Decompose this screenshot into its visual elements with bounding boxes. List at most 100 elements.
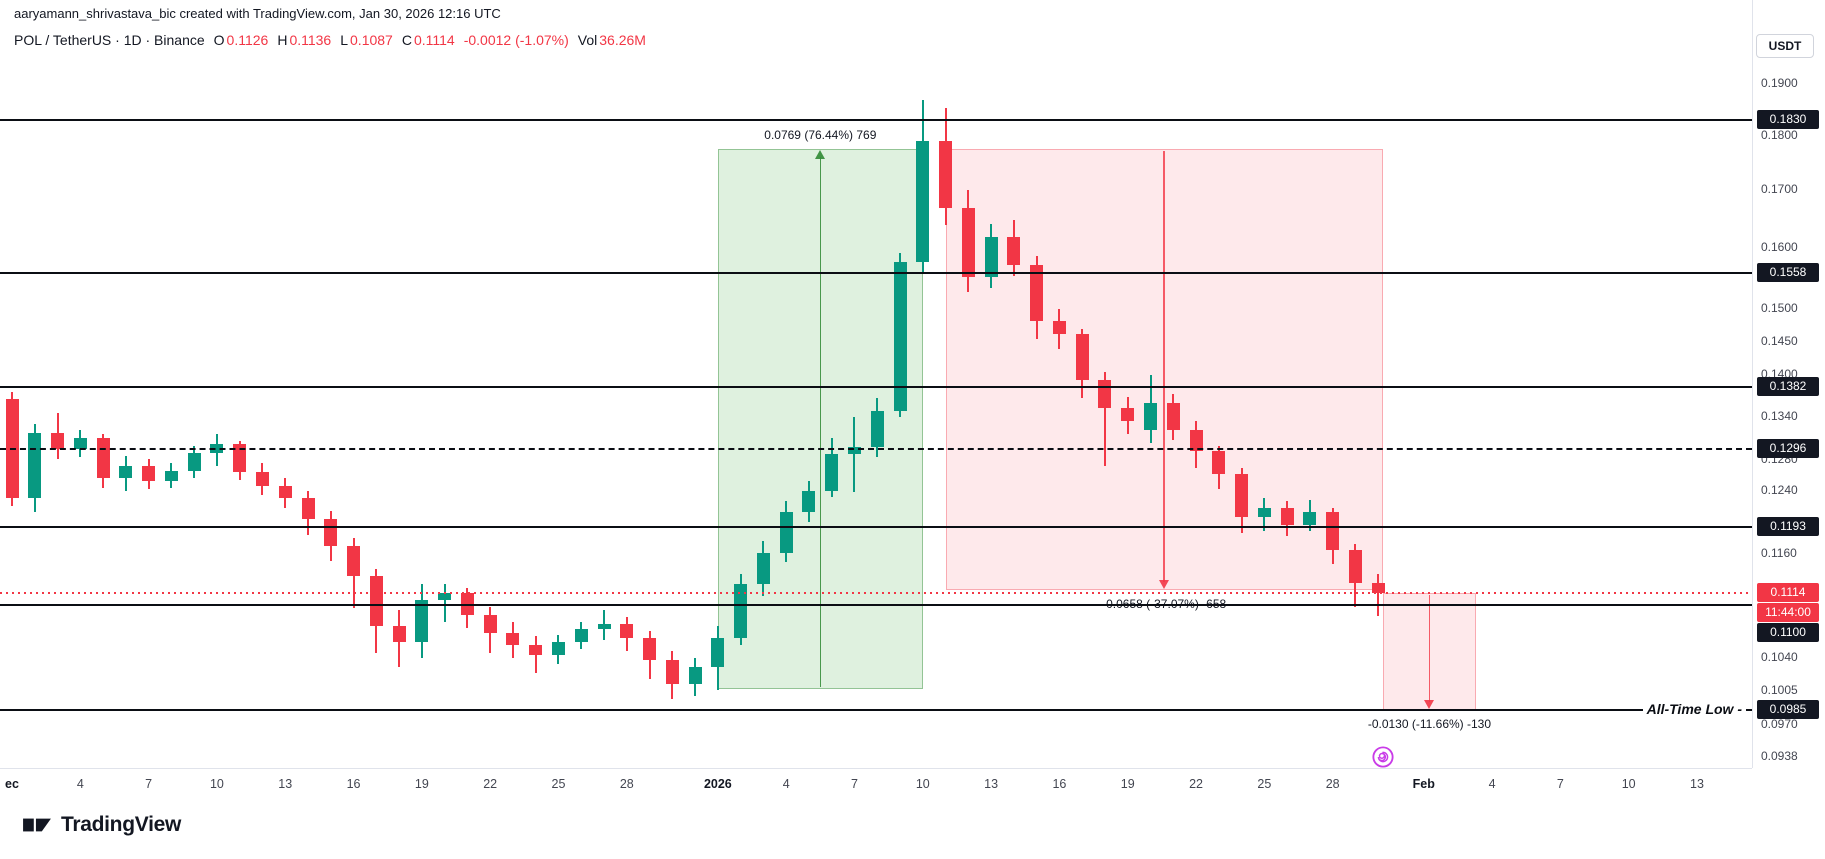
symbol-title[interactable]: POL / TetherUS · 1D · Binance (14, 32, 205, 48)
time-axis-label: 7 (851, 777, 858, 791)
horizontal-line-drawing[interactable] (0, 526, 1752, 529)
candle-body (369, 575, 383, 626)
tradingview-logo[interactable]: TradingView (22, 810, 181, 840)
time-axis-label: 25 (1257, 777, 1272, 791)
ohlc-open-label: O (213, 32, 225, 48)
candle-body (1212, 451, 1226, 474)
candle-body (1257, 507, 1271, 518)
horizontal-line-drawing[interactable] (0, 709, 1752, 711)
ohlc-close: C 0.1114 (402, 32, 455, 48)
time-axis-label: 28 (619, 777, 634, 791)
candle-body (233, 444, 247, 473)
price-level-badge: 0.1296 (1757, 438, 1819, 458)
volume-value: 36.26M (599, 32, 646, 48)
candle-body (1030, 264, 1044, 321)
horizontal-line-drawing[interactable] (0, 272, 1752, 275)
position-arrow-down-icon (1159, 580, 1170, 590)
candle-body (142, 466, 156, 482)
position-label: -0.0130 (-11.66%) -130 (1367, 717, 1492, 731)
ohlc-low-value: 0.1087 (350, 32, 393, 48)
candle-body (529, 645, 543, 655)
time-axis-label: 4 (76, 777, 84, 791)
candle-body (597, 624, 611, 630)
time-axis-label: 13 (1690, 777, 1704, 791)
ohlc-open: O 0.1126 (214, 32, 269, 48)
candle-body (916, 140, 930, 263)
candle-body (1303, 512, 1317, 526)
event-marker-icon[interactable] (1372, 746, 1394, 768)
candle-body (643, 638, 657, 661)
time-axis-label: 7 (1556, 777, 1564, 791)
time-axis-label: 4 (782, 777, 790, 791)
time-axis-label: 25 (551, 777, 566, 791)
candle-body (119, 466, 133, 479)
ohlc-high-label: H (277, 32, 288, 48)
candle-body (324, 518, 338, 546)
candle-body (551, 641, 565, 655)
tradingview-logo-icon (22, 810, 52, 840)
horizontal-line-drawing[interactable] (0, 386, 1752, 389)
candle-body (1098, 380, 1112, 409)
volume: Vol 36.26M (578, 32, 646, 48)
time-axis-label: 16 (346, 777, 361, 791)
last-price-badge: 0.1114 (1757, 582, 1819, 602)
candle-body (802, 490, 816, 513)
candle-body (779, 512, 793, 553)
time-axis-label: 22 (1189, 777, 1203, 791)
time-axis-label: 7 (145, 777, 153, 791)
ohlc-open-value: 0.1126 (226, 32, 269, 48)
candle-body (1075, 333, 1089, 381)
price-tick-label: 0.1040 (1761, 650, 1798, 665)
horizontal-line-drawing[interactable] (0, 118, 1752, 121)
price-tick-label: 0.1700 (1761, 181, 1798, 196)
currency-toggle-button[interactable]: USDT (1756, 34, 1814, 58)
candle-wick (1103, 372, 1106, 467)
time-axis[interactable]: ec 4 7 10 13 16 19 22 25 28 2026 4 7 10 13 16 19 22 25 28 Fe… (0, 768, 1752, 811)
candle-body (255, 472, 269, 487)
time-axis-label: 4 (1488, 777, 1496, 791)
time-axis-label: 22 (483, 777, 498, 791)
price-tick-label: 0.1800 (1761, 127, 1798, 142)
candle-body (415, 599, 429, 642)
price-tick-label: 0.1240 (1761, 482, 1798, 497)
candle-body (1121, 408, 1135, 421)
candle-body (1189, 429, 1203, 452)
time-axis-label: 19 (1120, 777, 1135, 791)
time-axis-label: 16 (1052, 777, 1067, 791)
horizontal-line-drawing[interactable] (0, 603, 1752, 606)
ohlc-low: L 0.1087 (340, 32, 393, 48)
candle-body (278, 486, 292, 499)
plot-area[interactable]: 0.0769 (76.44%) 769 -0.0658 (-37.07%) -65… (0, 0, 1752, 768)
attribution-text: aaryamann_shrivastava_bic created with T… (14, 6, 501, 21)
candle-body (847, 447, 861, 455)
candle-wick (534, 636, 537, 673)
candle-body (665, 660, 679, 685)
price-axis[interactable]: 0.1900 0.1800 0.1700 0.1600 0.1500 0.1450 0.14… (1752, 0, 1825, 768)
candle-body (1052, 320, 1066, 334)
price-tick-label: 0.0970 (1761, 716, 1798, 731)
price-tick-label: 0.1600 (1761, 239, 1798, 254)
time-axis-label: 13 (278, 777, 293, 791)
change-value: -0.0012 (-1.07%) (463, 32, 569, 48)
time-axis-label: 10 (915, 777, 930, 791)
dashed-line-drawing[interactable] (0, 447, 1752, 450)
candle-body (711, 638, 725, 668)
volume-label: Vol (577, 32, 598, 48)
candle-body (1166, 402, 1180, 430)
candle-body (438, 592, 452, 600)
candle-wick (853, 416, 856, 493)
all-time-low-label[interactable]: All-Time Low - (1642, 701, 1746, 717)
candle-body (51, 432, 65, 449)
last-price-line (0, 591, 1752, 594)
candle-body (939, 140, 953, 209)
price-level-badge: 0.1193 (1757, 517, 1819, 537)
ohlc-low-label: L (340, 32, 349, 48)
time-axis-label: 10 (209, 777, 224, 791)
position-arrow-line (1163, 150, 1165, 583)
time-axis-label: 10 (1621, 777, 1636, 791)
price-tick-label: 0.1340 (1761, 408, 1798, 423)
ohlc-high: H 0.1136 (277, 32, 331, 48)
price-level-badge: 0.0985 (1757, 700, 1819, 719)
candle-body (961, 208, 975, 277)
